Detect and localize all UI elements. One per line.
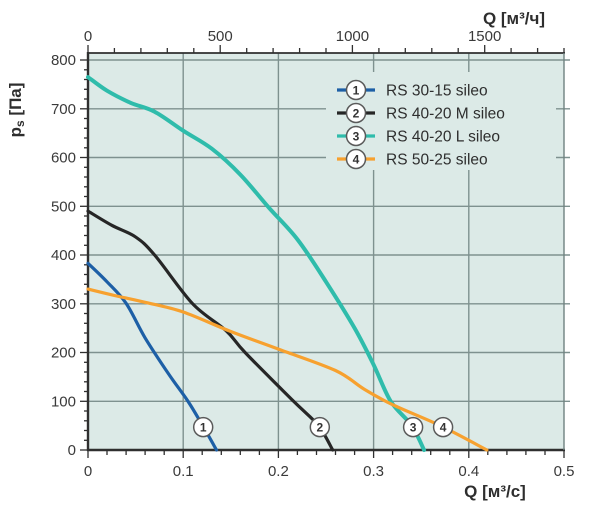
x-bottom-tick-label: 0.5 (554, 463, 575, 480)
y-tick-label: 700 (51, 101, 76, 118)
marker-number: 4 (353, 153, 360, 167)
y-tick-label: 0 (68, 442, 76, 459)
marker-number: 2 (316, 421, 323, 435)
legend-label: RS 40-20 M sileo (386, 106, 505, 123)
y-tick-label: 300 (51, 296, 76, 313)
bottom-axis-title: Q [м³/с] (464, 482, 526, 501)
legend-label: RS 50-25 sileo (386, 152, 488, 169)
marker-number: 4 (440, 421, 447, 435)
curve-marker-4 (432, 416, 454, 438)
legend: RS 30-15 sileo RS 40-20 M sileo RS 40-20 L… (337, 79, 505, 170)
curve-marker-2 (309, 416, 331, 438)
marker-number: 1 (200, 421, 207, 435)
legend-label: RS 40-20 L sileo (386, 129, 500, 146)
legend-marker-3 (345, 125, 367, 147)
x-top-tick-label: 500 (208, 28, 233, 45)
y-tick-label: 400 (51, 247, 76, 264)
x-top-tick-label: 1000 (336, 28, 369, 45)
x-bottom-tick-label: 0.2 (268, 463, 289, 480)
x-top-tick-label: 0 (84, 28, 92, 45)
legend-marker-1 (345, 79, 367, 101)
y-tick-label: 500 (51, 198, 76, 215)
marker-number: 3 (353, 130, 360, 144)
legend-label: RS 30-15 sileo (386, 83, 488, 100)
x-bottom-tick-label: 0.3 (363, 463, 384, 480)
marker-number: 1 (353, 84, 360, 98)
y-tick-label: 100 (51, 393, 76, 410)
marker-number: 2 (353, 107, 360, 121)
x-bottom-tick-label: 0 (84, 463, 92, 480)
legend-marker-4 (345, 148, 367, 170)
x-bottom-tick-label: 0.4 (458, 463, 479, 480)
y-tick-label: 600 (51, 150, 76, 167)
curve-2-rs-40-20-m-sileo (86, 209, 335, 452)
legend-item-2: RS 40-20 M sileo (337, 102, 505, 124)
y-axis-title: ps [Па] (6, 83, 27, 138)
legend-item-4: RS 50-25 sileo (337, 148, 488, 170)
x-bottom-tick-label: 0.1 (173, 463, 194, 480)
curve-marker-3 (402, 416, 424, 438)
top-axis-title: Q [м³/ч] (483, 9, 545, 28)
y-tick-label: 800 (51, 52, 76, 69)
x-top-tick-label: 1500 (468, 28, 501, 45)
gridlines (88, 53, 570, 450)
legend-item-1: RS 30-15 sileo (337, 79, 488, 101)
legend-item-3: RS 40-20 L sileo (337, 125, 500, 147)
curve-4-rs-50-25-sileo (86, 287, 489, 452)
y-tick-label: 200 (51, 345, 76, 362)
curve-marker-1 (192, 416, 214, 438)
legend-marker-2 (345, 102, 367, 124)
marker-number: 3 (410, 421, 417, 435)
curve-3-rs-40-20-l-sileo (86, 75, 427, 452)
